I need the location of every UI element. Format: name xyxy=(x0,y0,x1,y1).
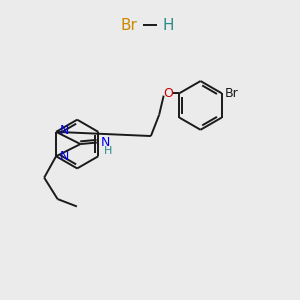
Text: Br: Br xyxy=(225,87,239,100)
Text: H: H xyxy=(104,146,112,156)
Text: Br: Br xyxy=(121,18,138,33)
Text: N: N xyxy=(60,150,69,163)
Text: O: O xyxy=(163,87,173,100)
Text: H: H xyxy=(162,18,174,33)
Text: N: N xyxy=(100,136,110,149)
Text: N: N xyxy=(60,124,69,137)
